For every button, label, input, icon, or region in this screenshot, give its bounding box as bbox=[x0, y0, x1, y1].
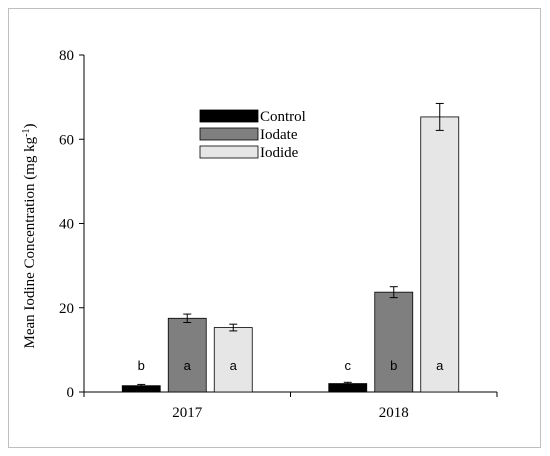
significance-label-iodide-2018: a bbox=[436, 358, 444, 373]
significance-label-iodate-2018: b bbox=[390, 358, 397, 373]
y-axis-title-sup: -1 bbox=[21, 129, 32, 137]
y-tick-label-1: 20 bbox=[59, 301, 74, 317]
x-tick-label-2017: 2017 bbox=[172, 405, 203, 421]
plot-area: 0 20 40 60 80 2017 b a a 2018 c b a bbox=[59, 48, 498, 421]
bar-iodate-2017 bbox=[167, 317, 207, 393]
y-axis-title: Mean Iodine Concentration (mg kg-1) bbox=[21, 124, 39, 349]
legend-label-iodide: Iodide bbox=[260, 145, 299, 161]
y-tick-label-0: 0 bbox=[67, 385, 75, 401]
y-tick-label-2: 40 bbox=[59, 217, 74, 233]
y-axis-title-close: ) bbox=[22, 124, 38, 129]
bar-iodate-2018 bbox=[374, 291, 414, 393]
x-tick-label-2018: 2018 bbox=[379, 405, 409, 421]
y-tick-label-4: 80 bbox=[59, 48, 74, 64]
bar-iodide-2018 bbox=[420, 116, 460, 393]
legend-swatch-iodide bbox=[199, 145, 259, 159]
significance-label-iodate-2017: a bbox=[184, 358, 192, 373]
y-tick-label-3: 60 bbox=[59, 132, 74, 148]
legend-label-iodate: Iodate bbox=[260, 127, 298, 143]
legend-swatch-control bbox=[199, 109, 259, 123]
legend-swatch-iodate bbox=[199, 127, 259, 141]
legend: Control Iodate Iodide bbox=[199, 109, 306, 161]
legend-label-control: Control bbox=[260, 109, 306, 125]
significance-label-iodide-2017: a bbox=[230, 358, 238, 373]
y-axis-title-main: Mean Iodine Concentration (mg kg bbox=[22, 136, 38, 348]
significance-label-control-2017: b bbox=[138, 358, 145, 373]
significance-label-control-2018: c bbox=[345, 358, 352, 373]
bar-iodide-2017 bbox=[213, 327, 253, 393]
